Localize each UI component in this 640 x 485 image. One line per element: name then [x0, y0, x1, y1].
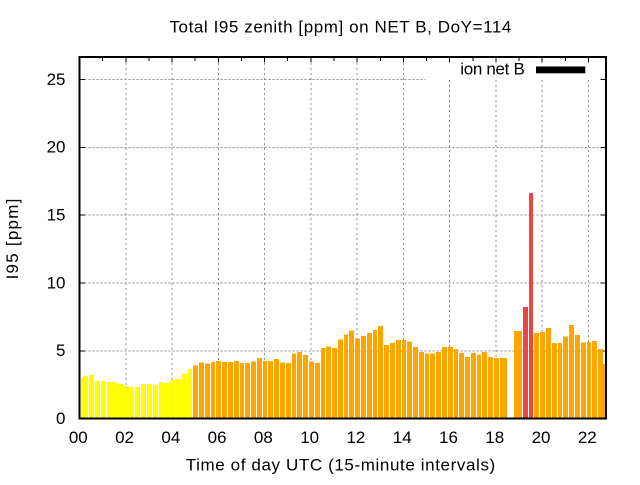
svg-text:10: 10	[47, 273, 66, 292]
svg-text:12: 12	[346, 428, 365, 447]
svg-text:Total I95 zenith [ppm] on NET: Total I95 zenith [ppm] on NET B, DoY=114	[169, 18, 511, 37]
svg-text:ion net B: ion net B	[460, 60, 524, 79]
svg-text:15: 15	[47, 206, 66, 225]
svg-text:25: 25	[47, 70, 66, 89]
svg-text:20: 20	[47, 138, 66, 157]
svg-text:20: 20	[532, 428, 551, 447]
svg-text:00: 00	[69, 428, 88, 447]
svg-text:04: 04	[161, 428, 180, 447]
svg-text:02: 02	[115, 428, 134, 447]
svg-text:06: 06	[208, 428, 227, 447]
svg-text:0: 0	[56, 409, 65, 428]
svg-text:Time of day UTC (15-minute int: Time of day UTC (15-minute intervals)	[186, 455, 496, 474]
svg-text:22: 22	[578, 428, 597, 447]
svg-text:10: 10	[300, 428, 319, 447]
svg-text:16: 16	[439, 428, 458, 447]
svg-text:I95 [ppm]: I95 [ppm]	[3, 197, 22, 279]
svg-text:14: 14	[393, 428, 412, 447]
svg-text:08: 08	[254, 428, 273, 447]
svg-text:18: 18	[485, 428, 504, 447]
svg-text:5: 5	[56, 341, 65, 360]
